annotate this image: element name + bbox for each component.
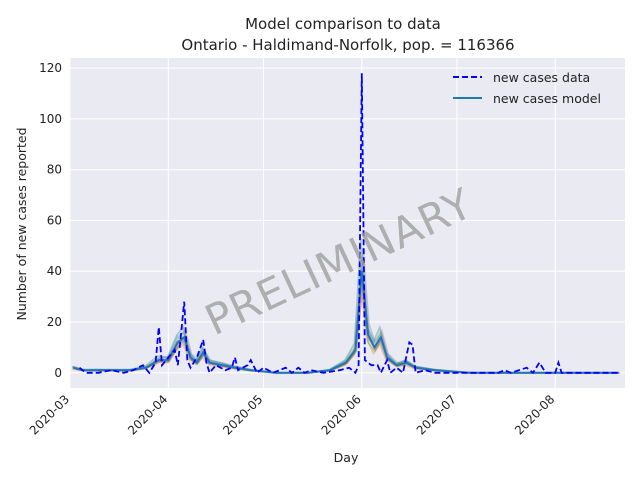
chart-title: Model comparison to data	[245, 15, 441, 33]
y-tick-label: 80	[47, 163, 62, 177]
y-tick-label: 100	[39, 112, 62, 126]
x-tick-label: 2020-06	[319, 392, 364, 437]
x-axis-label: Day	[334, 450, 359, 465]
series-line-model	[72, 271, 619, 374]
y-tick-label: 20	[47, 315, 62, 329]
x-tick-label: 2020-05	[220, 392, 265, 437]
x-tick-label: 2020-03	[27, 392, 72, 437]
series-line-data	[78, 73, 619, 375]
chart-subtitle: Ontario - Haldimand-Norfolk, pop. = 1163…	[181, 36, 514, 54]
x-tick-label: 2020-08	[512, 392, 557, 437]
y-axis-label: Number of new cases reported	[14, 127, 29, 320]
y-tick-labels: 0 20 40 60 80 100 120	[39, 61, 62, 380]
y-tick-label: 40	[47, 264, 62, 278]
plot-area	[70, 58, 625, 388]
series-group	[72, 73, 619, 375]
x-tick-label: 2020-04	[125, 392, 170, 437]
legend: new cases data new cases model	[453, 70, 601, 106]
x-tick-labels: 2020-03 2020-04 2020-05 2020-06 2020-07 2020-…	[27, 392, 558, 437]
y-tick-label: 60	[47, 213, 62, 227]
x-tick-label: 2020-07	[414, 392, 459, 437]
legend-label-model: new cases model	[493, 91, 601, 106]
legend-label-data: new cases data	[493, 70, 590, 85]
y-tick-label: 120	[39, 61, 62, 75]
y-tick-label: 0	[54, 366, 62, 380]
